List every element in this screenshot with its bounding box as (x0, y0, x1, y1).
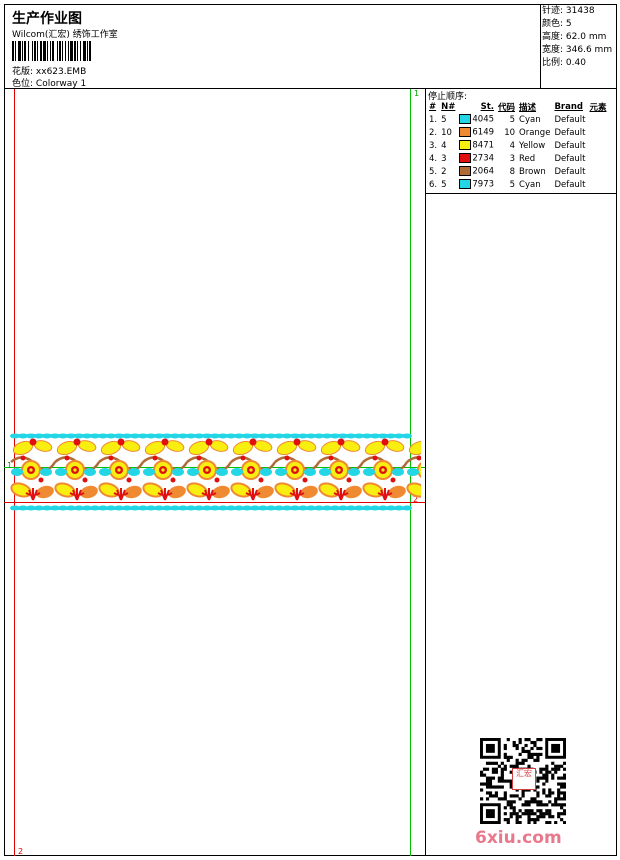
col-brand: Brand (554, 101, 583, 112)
stats-panel: 针迹: 31438 颜色: 5 高度: 62.0 mm 宽度: 346.6 mm… (541, 4, 617, 89)
row-brand: Default (554, 114, 586, 125)
color-row: 6. 5 7973 5 Cyan Default (427, 178, 609, 191)
row-st: 10 (504, 127, 516, 138)
row-st: 5 (509, 114, 516, 125)
color-row: 2. 10 6149 10 Orange Default (427, 126, 609, 139)
row-index: 4. (429, 153, 438, 164)
col-element: 元素 (589, 102, 607, 113)
row-desc: Yellow (519, 140, 546, 151)
color-swatch (459, 140, 472, 151)
row-element (588, 139, 609, 152)
row-brand: Default (554, 127, 586, 138)
row-index: 5. (429, 166, 438, 177)
row-swatch-code: 2064 (457, 165, 496, 178)
marker-bottom: 2 (18, 847, 24, 856)
row-st: 8 (509, 166, 516, 177)
col-hash: # (429, 101, 437, 112)
row-element (588, 152, 609, 165)
color-swatch (459, 114, 472, 125)
row-st: 4 (509, 140, 516, 151)
row-swatch-code: 4045 (457, 113, 496, 126)
col-desc: 描述 (519, 102, 537, 113)
marker-left: 1 (7, 461, 13, 470)
row-swatch-code: 2734 (457, 152, 496, 165)
barcode (12, 41, 91, 61)
stat-colors: 颜色: 5 (542, 19, 572, 29)
color-swatch (459, 127, 472, 138)
row-brand: Default (554, 166, 586, 177)
marker-right: 2 (413, 495, 419, 504)
row-st: 5 (509, 179, 516, 190)
row-needle: 10 (441, 127, 452, 138)
design-label: 花版: (12, 67, 34, 77)
colorway-label: 色位: (12, 79, 34, 89)
color-table-header: # N# St. 代码 描述 Brand 元素 (427, 100, 609, 113)
row-index: 1. (429, 114, 438, 125)
company-name: Wilcom(汇宏) 绣饰工作室 (12, 30, 118, 40)
stop-sequence-heading: 停止顺序: (428, 92, 468, 102)
page-title: 生产作业图 (12, 11, 82, 27)
row-swatch-code: 7973 (457, 178, 496, 191)
seal-stamp: 汇宏 (512, 768, 536, 790)
color-swatch (459, 179, 472, 190)
row-desc: Brown (519, 166, 546, 177)
stat-scale: 比例: 0.40 (542, 58, 586, 68)
page-frame (4, 4, 617, 856)
row-brand: Default (554, 179, 586, 190)
col-n: N# (441, 101, 456, 112)
row-desc: Cyan (519, 179, 541, 190)
stat-stitches: 针迹: 31438 (542, 6, 595, 16)
col-st: St. (480, 101, 495, 112)
color-row: 4. 3 2734 3 Red Default (427, 152, 609, 165)
row-element (588, 126, 609, 139)
marker-top-right: 1 (414, 89, 420, 98)
row-index: 3. (429, 140, 438, 151)
qr-code (480, 738, 566, 824)
panel-divider (426, 193, 617, 194)
design-value: xx623.EMB (35, 67, 87, 77)
row-index: 6. (429, 179, 438, 190)
row-desc: Red (519, 153, 536, 164)
row-needle: 2 (441, 166, 447, 177)
row-element (588, 178, 609, 191)
stat-height: 高度: 62.0 mm (542, 32, 607, 42)
row-element (588, 113, 609, 126)
color-row: 1. 5 4045 5 Cyan Default (427, 113, 609, 126)
row-brand: Default (554, 153, 586, 164)
design-info: 花版: xx623.EMB (12, 64, 86, 77)
color-table: # N# St. 代码 描述 Brand 元素 1. 5 4045 5 Cyan Defa… (427, 100, 609, 191)
row-desc: Orange (519, 127, 551, 138)
embroidery-border-pattern (10, 433, 421, 511)
row-needle: 5 (441, 114, 447, 125)
color-swatch (459, 166, 472, 177)
row-swatch-code: 6149 (457, 126, 496, 139)
col-code: 代码 (498, 102, 516, 113)
red-guide-line (4, 502, 425, 503)
row-needle: 3 (441, 153, 447, 164)
row-element (588, 165, 609, 178)
row-needle: 5 (441, 179, 447, 190)
row-needle: 4 (441, 140, 447, 151)
stat-width: 宽度: 346.6 mm (542, 45, 613, 55)
row-desc: Cyan (519, 114, 541, 125)
row-brand: Default (554, 140, 586, 151)
colorway-value: Colorway 1 (35, 79, 87, 89)
header-panel: 生产作业图 Wilcom(汇宏) 绣饰工作室 花版: xx623.EMB 色位:… (4, 4, 541, 89)
color-row: 3. 4 8471 4 Yellow Default (427, 139, 609, 152)
design-canvas: 1 1 2 2 (4, 89, 425, 856)
colorway-info: 色位: Colorway 1 (12, 76, 86, 89)
row-swatch-code: 8471 (457, 139, 496, 152)
row-st: 3 (509, 153, 516, 164)
color-row: 5. 2 2064 8 Brown Default (427, 165, 609, 178)
row-index: 2. (429, 127, 438, 138)
stop-sequence-panel: 停止顺序: # N# St. 代码 描述 Brand 元素 1. 5 4045 5 Cy… (425, 89, 617, 856)
site-logo: 6xiu.com (475, 828, 562, 848)
color-swatch (459, 153, 472, 164)
